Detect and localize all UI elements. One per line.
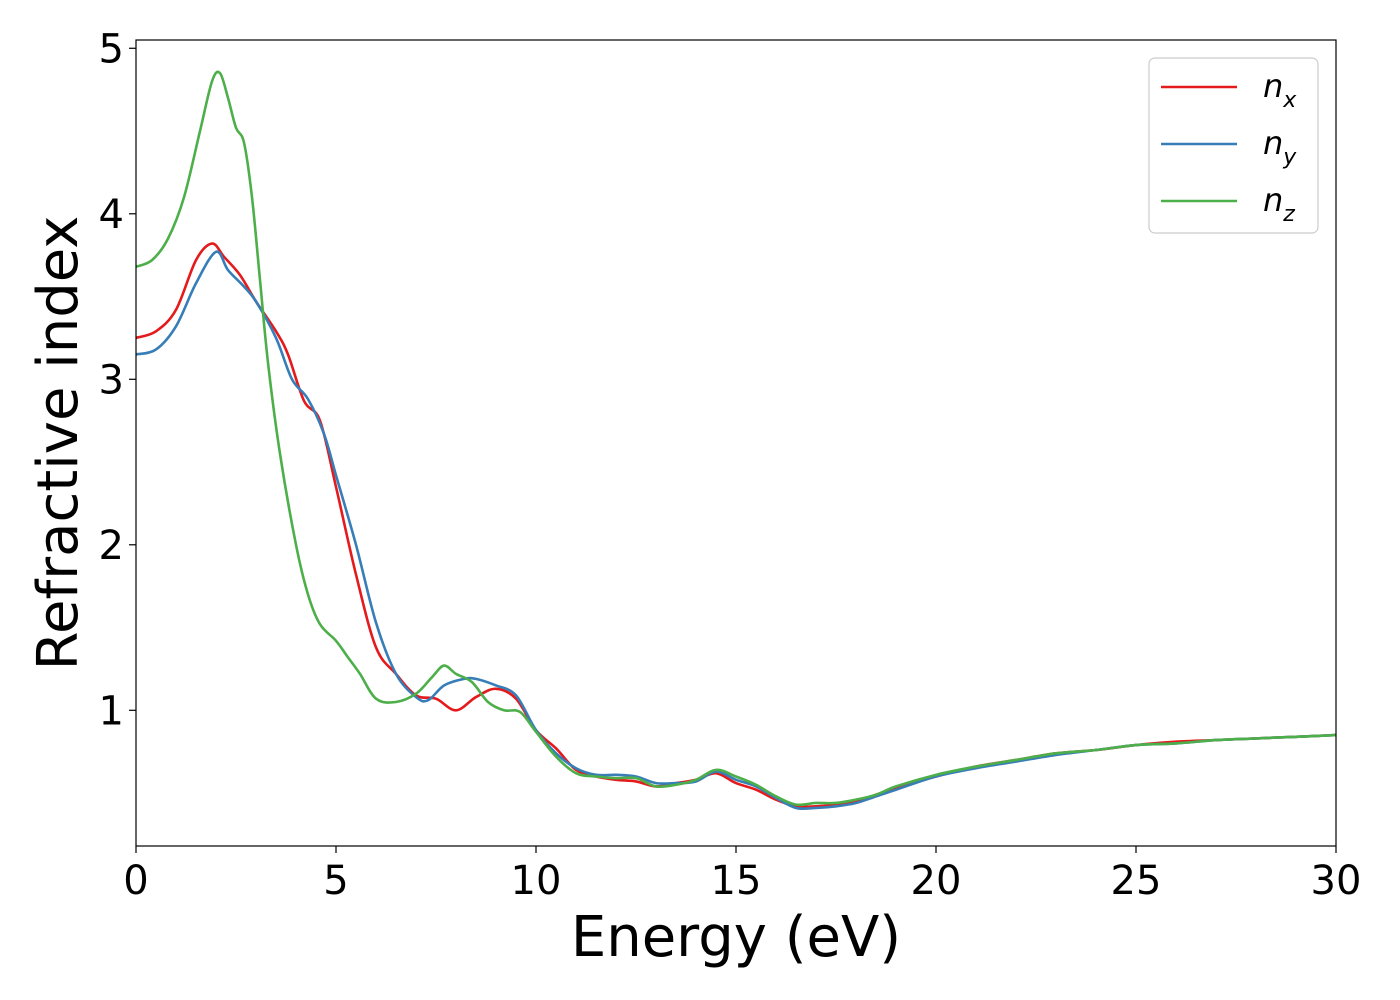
y-axis-ticks: 1 2 3 4 5 — [99, 26, 136, 734]
x-axis-ticks: 0 5 10 15 20 25 30 — [123, 846, 1361, 904]
x-tick-label: 25 — [1111, 858, 1162, 904]
series-layer — [135, 70, 1337, 811]
y-tick-label: 5 — [99, 26, 124, 72]
x-tick-label: 5 — [323, 858, 348, 904]
x-axis-label: Energy (eV) — [571, 905, 901, 970]
series-line-ny — [135, 250, 1337, 811]
x-tick-label: 0 — [123, 858, 148, 904]
x-tick-label: 10 — [511, 858, 562, 904]
series-line-nz — [135, 70, 1337, 807]
x-tick-label: 15 — [711, 858, 762, 904]
y-tick-label: 4 — [99, 192, 124, 238]
y-tick-label: 2 — [99, 523, 124, 569]
x-tick-label: 20 — [911, 858, 962, 904]
y-tick-label: 1 — [99, 688, 124, 734]
series-line-nx — [135, 242, 1337, 809]
y-tick-label: 3 — [99, 357, 124, 403]
x-tick-label: 30 — [1311, 858, 1362, 904]
y-axis-label: Refractive index — [26, 216, 91, 671]
legend-box — [1148, 57, 1319, 234]
